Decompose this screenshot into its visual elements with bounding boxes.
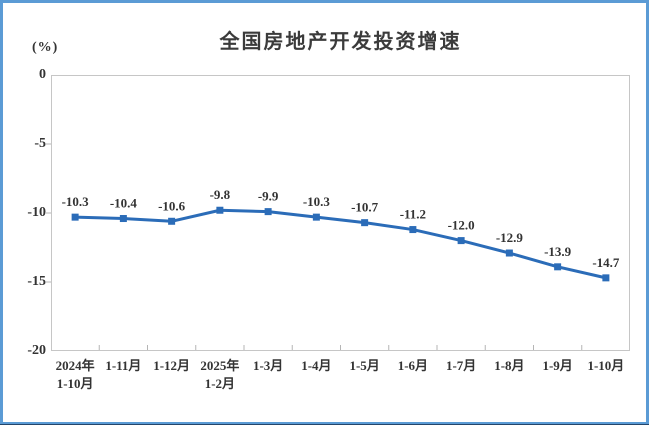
data-point-label: -10.3 [303,194,331,209]
data-point-label: -11.2 [400,207,426,222]
data-point-marker [168,217,176,225]
data-point-label: -12.9 [496,230,524,245]
data-point-label: -13.9 [544,244,572,259]
x-axis-label: 1-8月 [494,358,525,373]
data-point-marker [71,213,79,221]
data-point-marker [312,213,320,221]
x-axis-label: 1-7月 [445,358,477,373]
x-axis-label: 1-5月 [349,358,380,373]
data-point-marker [505,249,513,257]
data-point-label: -14.7 [592,255,620,270]
investment-growth-line [75,208,607,280]
y-axis-label: -5 [34,136,46,151]
x-axis-label: 1-11月 [105,358,142,373]
data-point-marker [264,208,272,216]
data-point-label: -12.0 [448,218,475,233]
plot-area [51,75,630,351]
x-axis-label: 1-9月 [542,358,573,373]
data-point-label: -10.6 [158,198,186,213]
data-point-label: -10.3 [62,194,90,209]
x-axis-label: 1-4月 [301,358,332,373]
chart-title: 全国房地产开发投资增速 [219,31,462,53]
y-axis-unit-label: (%) [32,40,59,55]
data-point-marker [119,215,127,223]
data-point-label: -10.7 [351,200,379,215]
data-point-marker [602,274,610,282]
data-point-marker [409,226,417,234]
data-point-marker [554,263,562,271]
data-point-label: -9.9 [258,189,279,204]
x-axis-label: 1-6月 [397,358,429,373]
y-axis-label: -20 [27,343,46,358]
x-axis-label: 2024年 1-10月 [55,358,95,391]
data-point-marker [216,206,224,214]
y-axis-label: -15 [27,274,46,289]
x-axis-label: 1-3月 [252,358,284,373]
data-point-label: -10.4 [110,196,138,211]
data-point-label: -9.8 [210,187,231,202]
x-axis-label: 1-10月 [587,358,625,373]
y-axis-label: 0 [39,67,46,82]
data-point-marker [457,237,465,245]
x-axis-label: 1-12月 [153,358,191,373]
data-point-marker [361,219,369,227]
x-axis-label: 2025年 1-2月 [200,358,240,391]
y-axis-label: -10 [27,205,46,220]
